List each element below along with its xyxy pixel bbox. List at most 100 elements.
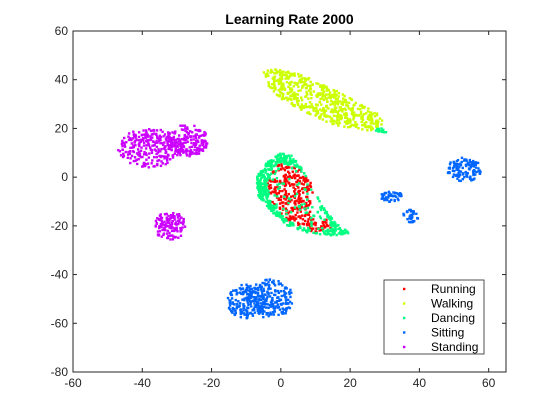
data-point	[361, 106, 364, 109]
data-point	[240, 283, 243, 287]
data-point	[319, 115, 322, 118]
data-point	[182, 150, 186, 153]
data-point	[292, 95, 295, 99]
data-point	[166, 229, 170, 233]
data-point	[248, 290, 252, 293]
data-point	[231, 306, 235, 310]
data-point	[274, 86, 277, 90]
legend-label: Sitting	[431, 326, 464, 340]
data-point	[280, 165, 283, 168]
data-point	[343, 116, 347, 120]
data-point	[386, 198, 389, 202]
data-point	[273, 206, 277, 210]
data-point	[290, 195, 293, 198]
data-point	[272, 179, 276, 182]
data-point	[273, 187, 276, 191]
data-point	[152, 155, 156, 159]
data-point	[362, 112, 366, 116]
data-point	[167, 218, 171, 222]
data-point	[303, 228, 306, 232]
data-point	[452, 164, 456, 167]
data-point	[229, 292, 232, 295]
data-point	[305, 190, 309, 193]
data-point	[304, 212, 307, 216]
data-point	[174, 149, 177, 153]
data-point	[131, 146, 134, 149]
plot-area-frame	[72, 30, 507, 373]
data-point	[276, 211, 280, 215]
data-point	[278, 298, 282, 301]
data-point	[167, 144, 171, 147]
data-point	[160, 225, 163, 229]
data-point	[147, 166, 150, 169]
data-point	[326, 230, 330, 234]
data-point	[470, 178, 473, 181]
data-point	[284, 202, 288, 205]
data-point	[266, 72, 269, 75]
data-point	[246, 293, 249, 296]
data-point	[177, 139, 181, 143]
data-point	[176, 145, 179, 149]
data-point	[137, 150, 141, 154]
data-point	[172, 211, 175, 215]
data-point	[448, 167, 452, 170]
data-point	[262, 305, 266, 309]
data-point	[275, 301, 278, 304]
data-point	[318, 215, 322, 218]
data-point	[343, 98, 347, 102]
data-point	[380, 123, 383, 126]
data-point	[300, 98, 304, 102]
data-point	[262, 287, 265, 290]
data-point	[180, 128, 184, 131]
data-point	[261, 312, 265, 316]
data-point	[228, 299, 231, 302]
data-point	[278, 182, 281, 186]
data-point	[304, 105, 307, 109]
data-point	[280, 311, 283, 314]
data-point	[284, 159, 287, 162]
data-point	[459, 163, 463, 167]
data-point	[329, 234, 333, 237]
data-point	[462, 159, 466, 162]
data-point	[168, 158, 172, 161]
data-point	[267, 81, 270, 84]
y-tick-label: -60	[51, 316, 69, 330]
data-point	[127, 132, 131, 135]
data-point	[376, 122, 379, 125]
data-point	[328, 217, 331, 220]
data-point	[197, 140, 200, 144]
data-point	[253, 286, 256, 290]
data-point	[310, 216, 313, 220]
data-point	[343, 120, 347, 123]
data-point	[387, 190, 391, 194]
data-point	[127, 150, 130, 154]
data-point	[306, 228, 309, 232]
data-point	[322, 224, 326, 227]
data-point	[161, 228, 164, 232]
data-point	[315, 231, 318, 235]
data-point	[321, 92, 325, 96]
data-point	[299, 96, 303, 99]
data-point	[265, 200, 268, 203]
data-point	[333, 104, 336, 107]
data-point	[446, 171, 450, 175]
data-point	[256, 286, 259, 290]
data-point	[294, 213, 297, 217]
chart-title: Learning Rate 2000	[225, 11, 354, 27]
data-point	[160, 221, 164, 225]
data-point	[309, 185, 313, 188]
data-point	[168, 147, 171, 150]
data-point	[190, 145, 194, 149]
data-point	[189, 153, 192, 156]
data-point	[457, 171, 460, 175]
data-point	[259, 302, 262, 305]
data-point	[163, 146, 166, 149]
data-point	[456, 168, 459, 171]
data-point	[307, 213, 310, 216]
data-point	[288, 300, 292, 304]
data-point	[122, 154, 126, 158]
data-point	[320, 206, 324, 209]
data-point	[354, 120, 357, 124]
data-point	[165, 150, 168, 154]
